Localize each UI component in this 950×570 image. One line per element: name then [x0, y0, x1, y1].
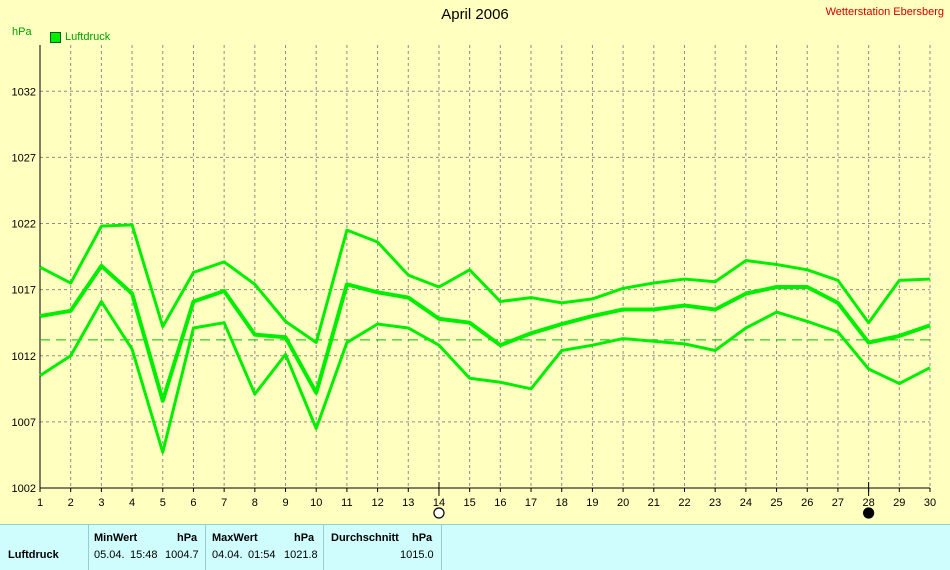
y-tick-label: 1017 [12, 285, 36, 297]
max-date: 04.04. [212, 549, 243, 561]
x-tick-label: 1 [37, 497, 43, 509]
min-time: 15:48 [130, 549, 158, 561]
max-header: MaxWert [212, 532, 258, 544]
min-value: 1004.7 [165, 549, 199, 561]
max-value: 1021.8 [284, 549, 318, 561]
y-tick-label: 1032 [12, 86, 36, 98]
series-line-min [39, 300, 931, 454]
x-tick-label: 23 [709, 497, 721, 509]
stats-table: Luftdruck MinWert hPa 05.04. 15:48 1004.… [0, 524, 950, 570]
x-tick-label: 15 [464, 497, 476, 509]
row-label: Luftdruck [8, 549, 59, 561]
legend: Luftdruck [50, 31, 110, 43]
y-axis-unit: hPa [12, 26, 32, 38]
legend-label: Luftdruck [65, 31, 111, 43]
x-tick-label: 24 [740, 497, 752, 509]
x-tick-label: 27 [832, 497, 844, 509]
y-tick-label: 1007 [12, 417, 36, 429]
x-tick-label: 29 [893, 497, 905, 509]
y-tick-label: 1012 [12, 351, 36, 363]
x-tick-label: 5 [160, 497, 166, 509]
y-tick-label: 1002 [12, 483, 36, 495]
x-tick-label: 20 [617, 497, 629, 509]
legend-swatch [50, 31, 61, 43]
x-tick-label: 3 [98, 497, 104, 509]
x-tick-label: 18 [556, 497, 568, 509]
divider [88, 525, 89, 570]
x-tick-label: 6 [190, 497, 196, 509]
y-tick-label: 1027 [12, 152, 36, 164]
x-tick-label: 10 [310, 497, 322, 509]
new-moon-icon [863, 507, 875, 519]
avg-header: Durchschnitt [331, 532, 399, 544]
avg-cell: Durchschnitt hPa 1015.0 [324, 525, 441, 570]
min-header: MinWert [94, 532, 138, 544]
avg-unit: hPa [412, 532, 433, 544]
max-unit: hPa [294, 532, 315, 544]
x-tick-label: 9 [282, 497, 288, 509]
x-tick-label: 26 [801, 497, 813, 509]
x-tick-label: 28 [862, 497, 874, 509]
min-cell: MinWert hPa 05.04. 15:48 1004.7 [89, 525, 205, 570]
x-tick-label: 13 [402, 497, 414, 509]
x-tick-label: 11 [341, 497, 352, 509]
divider [441, 525, 442, 570]
full-moon-icon [433, 507, 445, 519]
x-tick-label: 4 [129, 497, 135, 509]
divider [323, 525, 324, 570]
x-tick-label: 25 [770, 497, 782, 509]
divider [205, 525, 206, 570]
max-cell: MaxWert hPa 04.04. 01:54 1021.8 [206, 525, 323, 570]
x-tick-label: 17 [525, 497, 537, 509]
x-tick-label: 22 [678, 497, 690, 509]
x-tick-label: 30 [924, 497, 936, 509]
station-name: Wetterstation Ebersberg [825, 6, 944, 18]
x-tick-label: 8 [252, 497, 258, 509]
x-tick-label: 7 [221, 497, 227, 509]
x-tick-label: 21 [648, 497, 660, 509]
x-tick-label: 16 [494, 497, 506, 509]
chart-title: April 2006 [441, 6, 509, 23]
series-line-avg [39, 263, 931, 403]
row-label-cell: Luftdruck [0, 525, 88, 570]
x-tick-label: 12 [371, 497, 383, 509]
y-tick-label: 1022 [12, 219, 36, 231]
min-date: 05.04. [94, 549, 125, 561]
x-tick-label: 19 [586, 497, 598, 509]
x-tick-label: 14 [433, 497, 445, 509]
x-tick-label: 2 [68, 497, 74, 509]
min-unit: hPa [177, 532, 198, 544]
series-line-max [39, 223, 931, 345]
max-time: 01:54 [248, 549, 276, 561]
avg-value: 1015.0 [400, 549, 434, 561]
